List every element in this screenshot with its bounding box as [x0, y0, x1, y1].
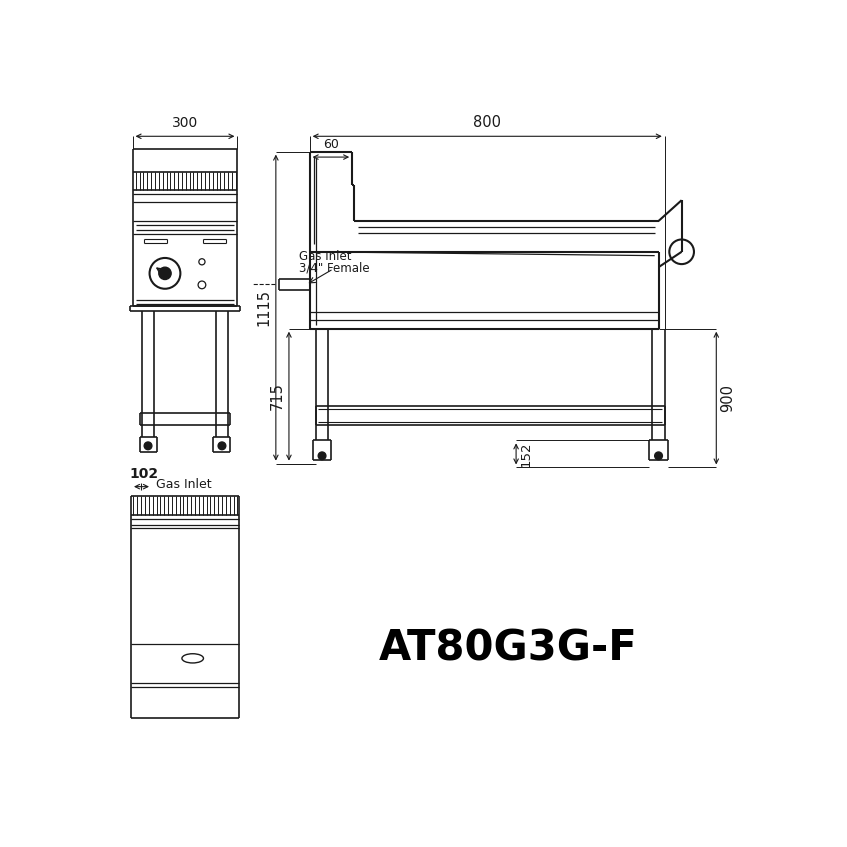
Circle shape	[144, 442, 152, 450]
Circle shape	[655, 452, 662, 460]
Text: 715: 715	[269, 382, 285, 410]
Text: 800: 800	[473, 115, 501, 130]
Circle shape	[159, 267, 171, 280]
Text: 300: 300	[172, 116, 198, 130]
Text: 60: 60	[323, 138, 339, 151]
Text: 900: 900	[720, 384, 735, 412]
Circle shape	[318, 452, 326, 460]
Text: 1115: 1115	[257, 289, 271, 326]
Text: Gas Inlet: Gas Inlet	[156, 478, 212, 490]
Text: Gas Inlet: Gas Inlet	[299, 251, 352, 263]
Text: 3/4" Female: 3/4" Female	[299, 261, 369, 274]
Text: AT80G3G-F: AT80G3G-F	[379, 628, 638, 669]
Circle shape	[219, 442, 226, 450]
Text: 102: 102	[130, 468, 158, 481]
Text: 152: 152	[520, 441, 533, 467]
